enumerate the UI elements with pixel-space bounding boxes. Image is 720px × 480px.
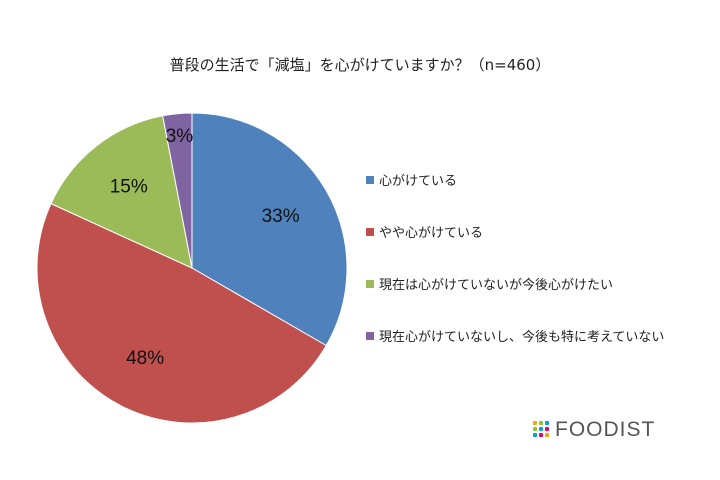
logo-dot (545, 427, 549, 431)
slice-label: 15% (110, 177, 148, 198)
legend-label: 現在心がけていないし、今後も特に考えていない (379, 330, 665, 345)
logo-dot (533, 433, 537, 437)
logo-dot (545, 433, 549, 437)
logo-dot (533, 421, 537, 425)
legend-item: 現在心がけていないし、今後も特に考えていない (366, 326, 664, 345)
slice-label: 3% (166, 126, 194, 147)
legend-swatch (366, 176, 374, 184)
legend-label: やや心がけている (379, 226, 484, 241)
logo-dot (539, 427, 543, 431)
legend-swatch (366, 228, 374, 236)
legend-item: 心がけている (366, 170, 457, 189)
slice-label: 48% (126, 348, 164, 369)
slice-yaya-kokorogaketeiru (36, 202, 327, 424)
slice-kongo-kokorogaketai (50, 115, 193, 269)
legend-swatch (366, 332, 374, 340)
logo-text: FOODIST (555, 418, 656, 441)
legend-item: やや心がけている (366, 222, 483, 241)
logo-dot (539, 433, 543, 437)
chart-title: 普段の生活で「減塩」を心がけていますか？（n=460） (169, 56, 551, 74)
slice-kokorogaketeiru (191, 112, 348, 347)
logo-dots-icon (533, 421, 551, 439)
legend-swatch (366, 280, 374, 288)
logo-dot (533, 427, 537, 431)
logo-dot (545, 421, 549, 425)
logo-dot (539, 421, 543, 425)
legend-label: 心がけている (379, 174, 458, 189)
legend-label: 現在は心がけていないが今後心がけたい (379, 278, 614, 293)
slice-kangaeteinai (162, 112, 193, 269)
slice-label: 33% (262, 206, 300, 227)
legend-item: 現在は心がけていないが今後心がけたい (366, 274, 613, 293)
